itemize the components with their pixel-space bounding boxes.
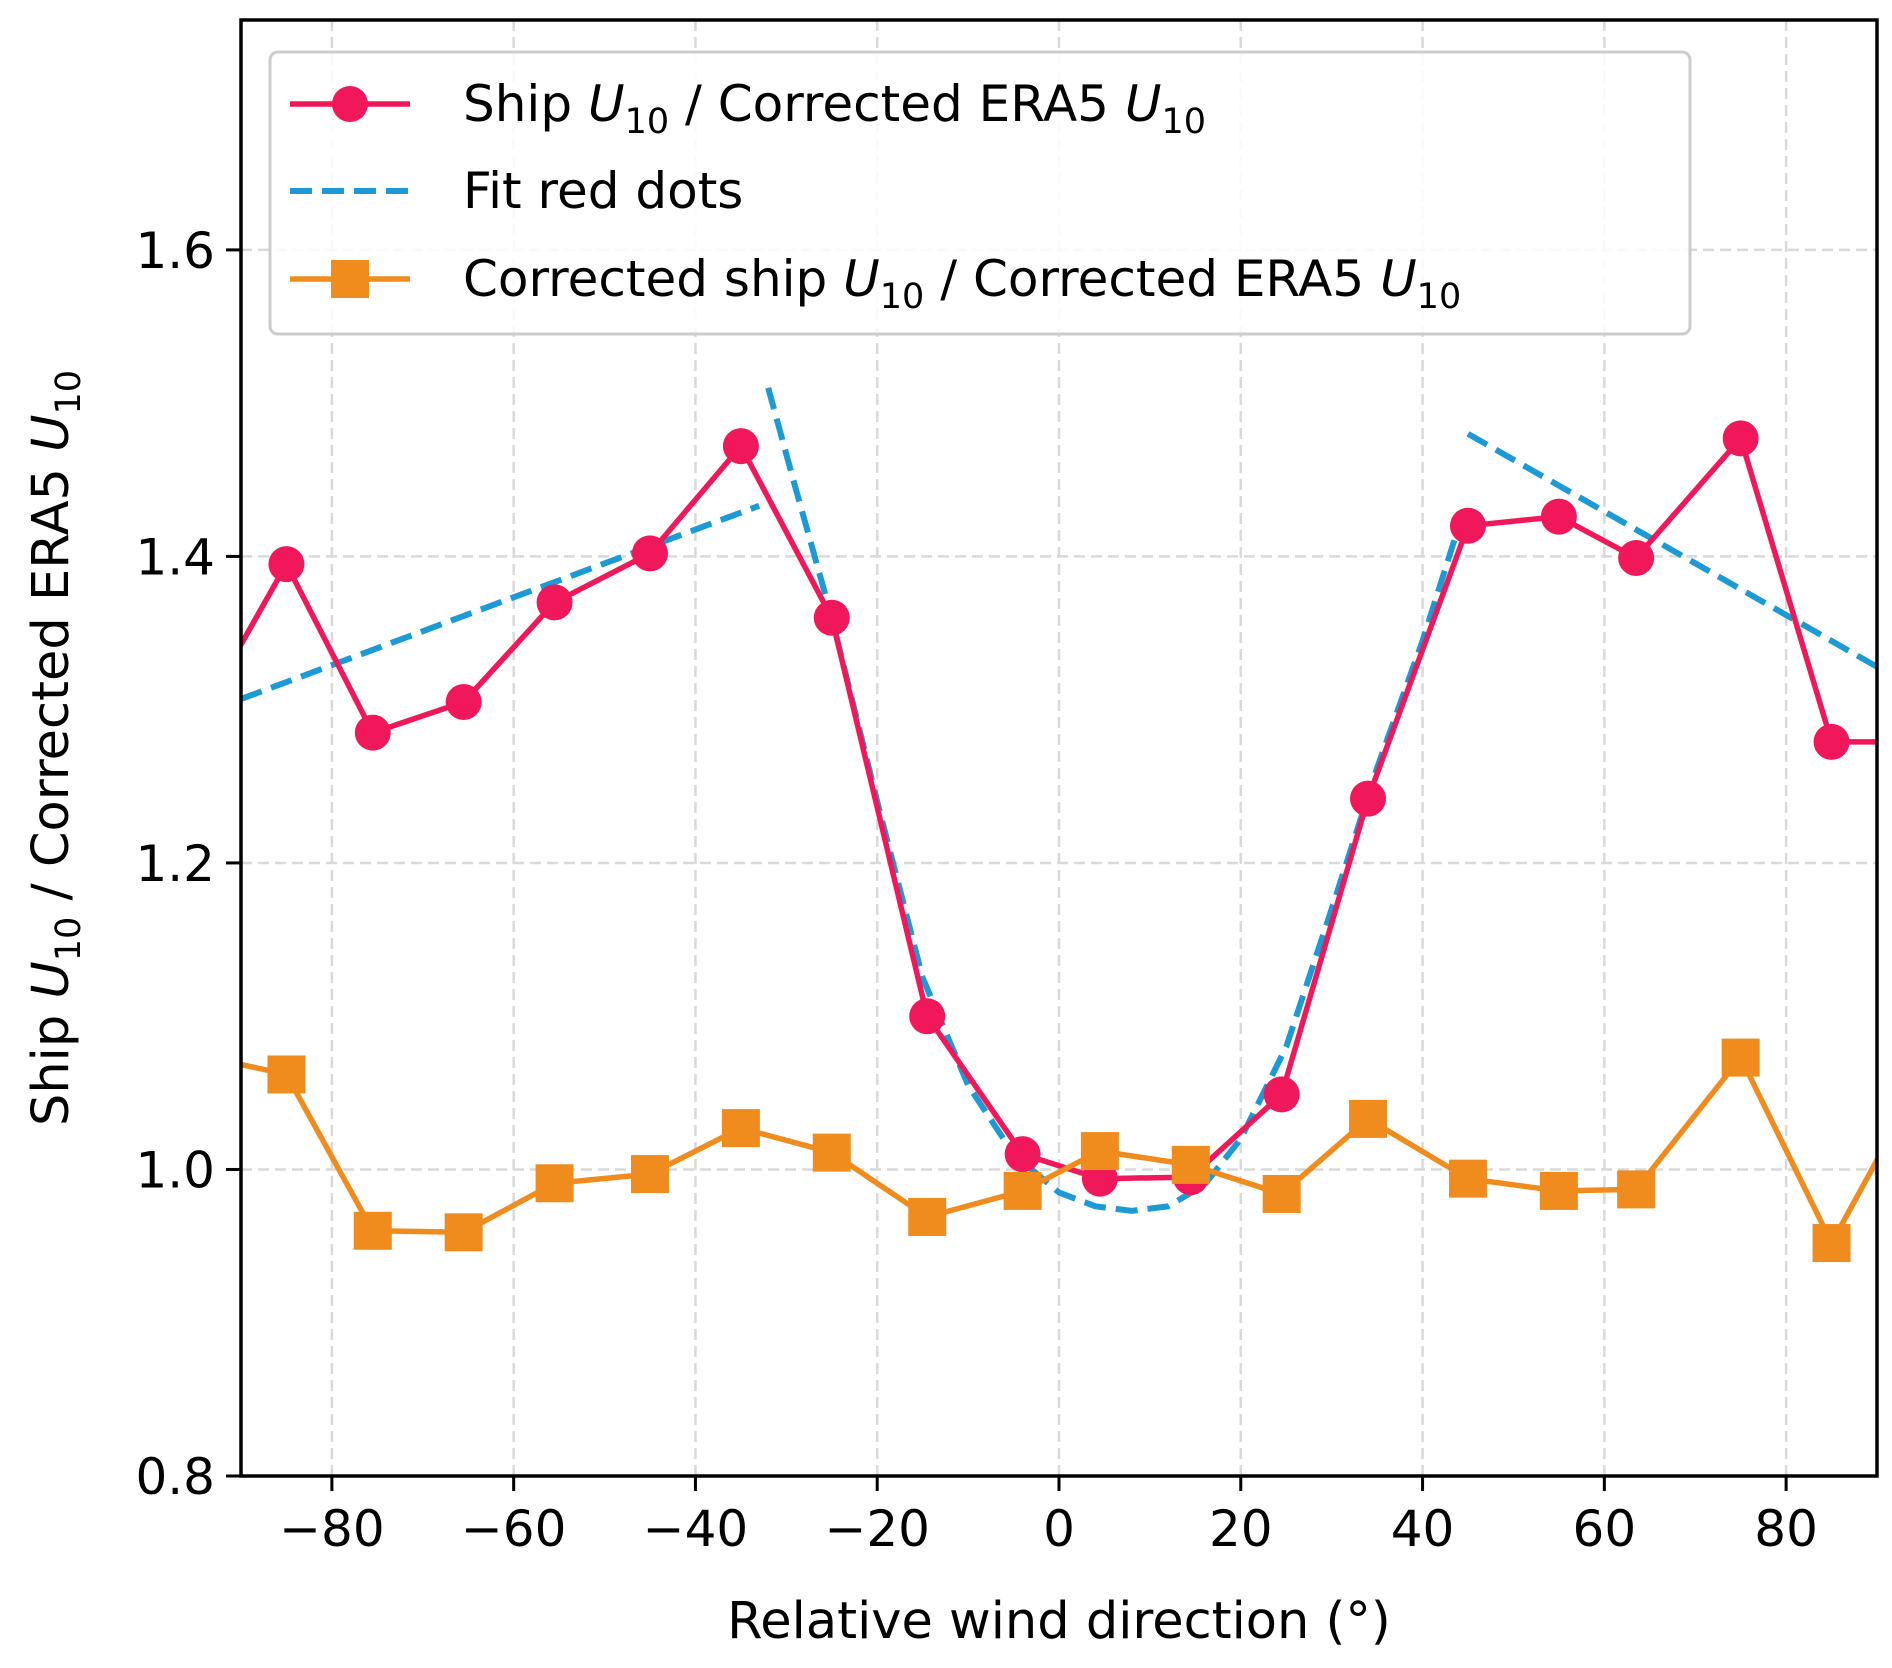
data-point-circle [813, 599, 850, 636]
data-point-circle [1263, 1076, 1300, 1113]
data-point-square [535, 1164, 574, 1203]
label-part: U [1125, 75, 1162, 133]
fit-curve-segment [1466, 431, 1877, 670]
data-point-square [812, 1133, 851, 1172]
label-part: / Corrected ERA5 [669, 75, 1125, 133]
data-point-circle [445, 684, 482, 721]
data-point-square [353, 1211, 392, 1250]
label-part: U [22, 961, 81, 998]
data-point-circle [1618, 539, 1655, 576]
label-part: 10 [49, 917, 89, 962]
data-point-circle [1722, 420, 1759, 457]
data-point-circle [909, 998, 946, 1035]
x-tick-label: 80 [1754, 1500, 1818, 1558]
ship-series [241, 420, 1877, 1197]
x-tick-label: −20 [824, 1500, 930, 1558]
x-tick-label: 0 [1043, 1500, 1075, 1558]
data-point-square [1721, 1038, 1760, 1077]
label-part: Corrected ship [463, 250, 843, 308]
y-axis-label: Ship U10 / Corrected ERA5 U10 [22, 370, 89, 1126]
legend-label: Ship U10 / Corrected ERA5 U10 [463, 75, 1206, 142]
y-tick-label: 1.6 [135, 222, 215, 280]
data-point-square [1617, 1170, 1656, 1209]
label-part: / Corrected ERA5 [22, 452, 81, 917]
data-point-circle [632, 535, 668, 572]
x-tick-label: −80 [279, 1500, 385, 1558]
label-part: 10 [880, 277, 925, 317]
x-axis-label: Relative wind direction (°) [727, 1592, 1391, 1651]
label-part: Fit red dots [463, 162, 743, 220]
label-part: U [22, 415, 81, 452]
data-point-circle [1004, 1136, 1041, 1173]
data-point-square [1449, 1159, 1487, 1198]
legend-marker-square [331, 260, 369, 298]
label-part: U [843, 250, 880, 308]
plot-frame [239, 18, 1879, 1478]
legend-entry: Corrected ship U10 / Corrected ERA5 U10 [290, 250, 1461, 317]
label-part: 10 [1161, 102, 1206, 142]
x-tick-label: 20 [1209, 1500, 1273, 1558]
y-tick-label: 1.4 [135, 528, 215, 586]
axis-ticks: −80 −60 −40 −20 0 20 40 60 80 0.8 1.0 1.2 1.4 1.6 [135, 222, 1817, 1558]
data-point-square [1812, 1224, 1851, 1263]
x-tick-label: −40 [643, 1500, 749, 1558]
data-point-square [908, 1197, 947, 1236]
legend-label: Fit red dots [463, 162, 743, 220]
data-point-circle [1350, 780, 1387, 817]
y-tick-label: 1.2 [135, 835, 215, 893]
data-point-circle [1540, 498, 1577, 535]
label-part: Ship [22, 999, 81, 1126]
x-tick-label: −60 [461, 1500, 567, 1558]
data-point-circle [268, 546, 305, 583]
data-point-square [1003, 1171, 1042, 1210]
label-part: 10 [1417, 277, 1462, 317]
legend-box [268, 50, 1692, 336]
data-point-square [1171, 1145, 1210, 1184]
x-tick-label: 40 [1391, 1500, 1455, 1558]
label-part: 10 [625, 102, 670, 142]
data-point-square [1262, 1174, 1301, 1213]
corrected-ship-series [241, 1038, 1877, 1263]
fit-curve-segment [241, 502, 761, 702]
data-point-circle [722, 428, 759, 465]
label-part: / Corrected ERA5 [924, 250, 1380, 308]
data-point-circle [536, 584, 573, 621]
data-series [241, 420, 1877, 1263]
data-point-square [1080, 1132, 1119, 1171]
data-point-square [444, 1213, 483, 1252]
label-part: U [588, 75, 625, 133]
y-tick-label: 0.8 [135, 1448, 215, 1506]
legend-label: Corrected ship U10 / Corrected ERA5 U10 [463, 250, 1461, 317]
label-part: U [1380, 250, 1417, 308]
data-point-circle [354, 714, 391, 751]
label-part: 10 [49, 370, 89, 415]
legend-entry: Ship U10 / Corrected ERA5 U10 [290, 75, 1206, 142]
data-point-circle [1450, 507, 1486, 544]
data-point-square [631, 1155, 669, 1194]
x-tick-label: 60 [1573, 1500, 1637, 1558]
data-point-square [1539, 1171, 1578, 1210]
data-point-square [1349, 1099, 1388, 1138]
data-point-square [267, 1055, 306, 1094]
y-tick-label: 1.0 [135, 1141, 215, 1199]
legend-marker-circle [332, 86, 368, 122]
legend-entry: Fit red dots [290, 162, 743, 220]
label-part: Ship [463, 75, 588, 133]
data-point-square [721, 1109, 760, 1148]
data-point-circle [1813, 723, 1850, 760]
